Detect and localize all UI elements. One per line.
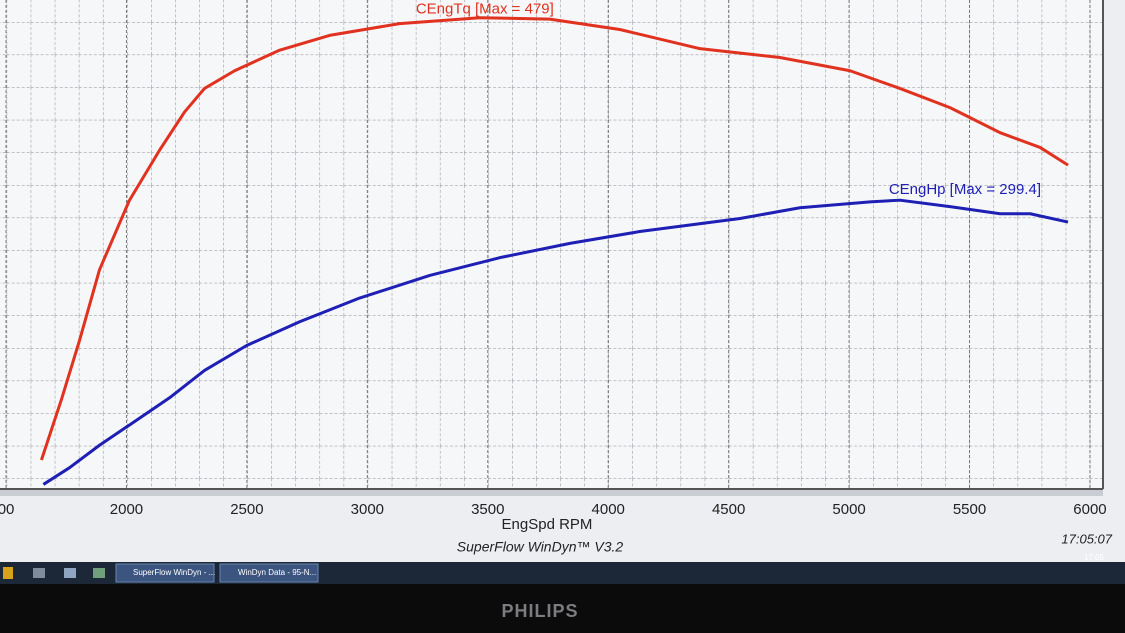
x-tick-label: 4000 xyxy=(592,501,625,518)
series-line xyxy=(42,198,1069,486)
taskbar-item-label: SuperFlow WinDyn - ... xyxy=(133,568,215,577)
series-label: CEngTq [Max = 479] xyxy=(416,1,554,18)
clock: 17:05 xyxy=(1084,553,1105,562)
x-tick-label: 2500 xyxy=(230,501,263,518)
x-tick-label: 4500 xyxy=(712,501,745,518)
x-tick-label: 00 xyxy=(0,501,14,518)
x-tick-label: 2000 xyxy=(110,501,143,518)
series-label: CEngHp [Max = 299.4] xyxy=(889,181,1041,198)
taskbar-item-label: WinDyn Data - 95-N... xyxy=(238,568,316,577)
x-tick-label: 6000 xyxy=(1073,501,1106,518)
taskbar-item[interactable] xyxy=(219,563,319,583)
x-tick-label: 3500 xyxy=(471,501,504,518)
start-icon[interactable] xyxy=(3,567,13,579)
x-tick-label: 3000 xyxy=(351,501,384,518)
taskbar-item[interactable] xyxy=(115,563,215,583)
footer: SuperFlow WinDyn™ V3.2 xyxy=(457,539,624,555)
bezel xyxy=(0,584,1125,633)
x-tick-label: 5500 xyxy=(953,501,986,518)
series-line xyxy=(40,16,1069,461)
grid xyxy=(0,0,1102,488)
x-tick-label: 5000 xyxy=(832,501,865,518)
scroll-strip xyxy=(0,490,1103,496)
monitor-brand: PHILIPS xyxy=(501,601,578,621)
time: 17:05:07 xyxy=(1061,531,1112,546)
x-axis-label: EngSpd RPM xyxy=(502,516,593,533)
taskbar-icon[interactable] xyxy=(93,568,105,578)
taskbar-icon[interactable] xyxy=(64,568,76,578)
taskbar-icon[interactable] xyxy=(33,568,45,578)
